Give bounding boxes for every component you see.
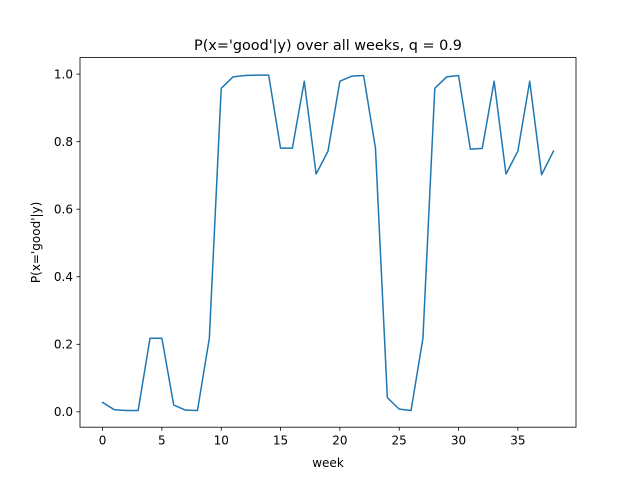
series-line bbox=[101, 74, 555, 412]
plot-frame bbox=[79, 57, 577, 428]
x-tick-label: 10 bbox=[214, 434, 229, 448]
plot-content bbox=[101, 74, 555, 412]
x-tick-label: 25 bbox=[392, 434, 407, 448]
x-axis: 0 5 10 15 20 25 30 35 bbox=[99, 427, 525, 448]
y-axis: 0.0 0.2 0.4 0.6 0.8 1.0 bbox=[54, 67, 80, 419]
x-tick-label: 30 bbox=[451, 434, 466, 448]
y-tick-label: 0.4 bbox=[54, 270, 73, 284]
x-tick-label: 5 bbox=[158, 434, 166, 448]
y-tick-label: 0.8 bbox=[54, 135, 73, 149]
x-tick-label: 35 bbox=[510, 434, 525, 448]
x-tick-label: 0 bbox=[99, 434, 107, 448]
y-tick-label: 0.6 bbox=[54, 203, 73, 217]
x-axis-label: week bbox=[312, 456, 344, 470]
y-axis-label: P(x='good'|y) bbox=[29, 202, 43, 283]
x-tick-label: 20 bbox=[332, 434, 347, 448]
x-tick-label: 15 bbox=[273, 434, 288, 448]
chart-title: P(x='good'|y) over all weeks, q = 0.9 bbox=[194, 38, 462, 54]
y-tick-label: 1.0 bbox=[54, 67, 73, 81]
y-tick-label: 0.2 bbox=[54, 338, 73, 352]
y-tick-label: 0.0 bbox=[54, 405, 73, 419]
